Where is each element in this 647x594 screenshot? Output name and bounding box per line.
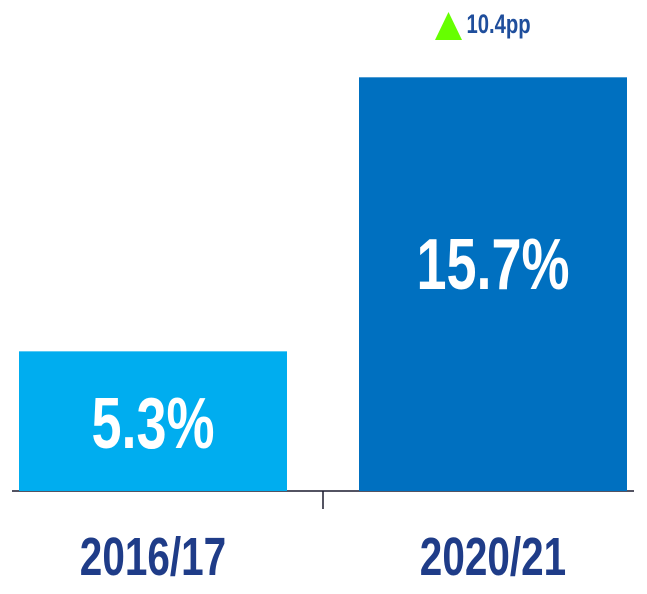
data-label: 15.7% xyxy=(416,225,569,305)
x-tick-label: 2016/17 xyxy=(80,528,226,588)
bar xyxy=(19,351,287,491)
x-tick-label: 2020/21 xyxy=(420,528,566,588)
annotation: 10.4pp xyxy=(467,9,531,40)
increase-arrow xyxy=(435,12,462,40)
data-label: 5.3% xyxy=(91,384,214,464)
bar xyxy=(359,77,627,492)
